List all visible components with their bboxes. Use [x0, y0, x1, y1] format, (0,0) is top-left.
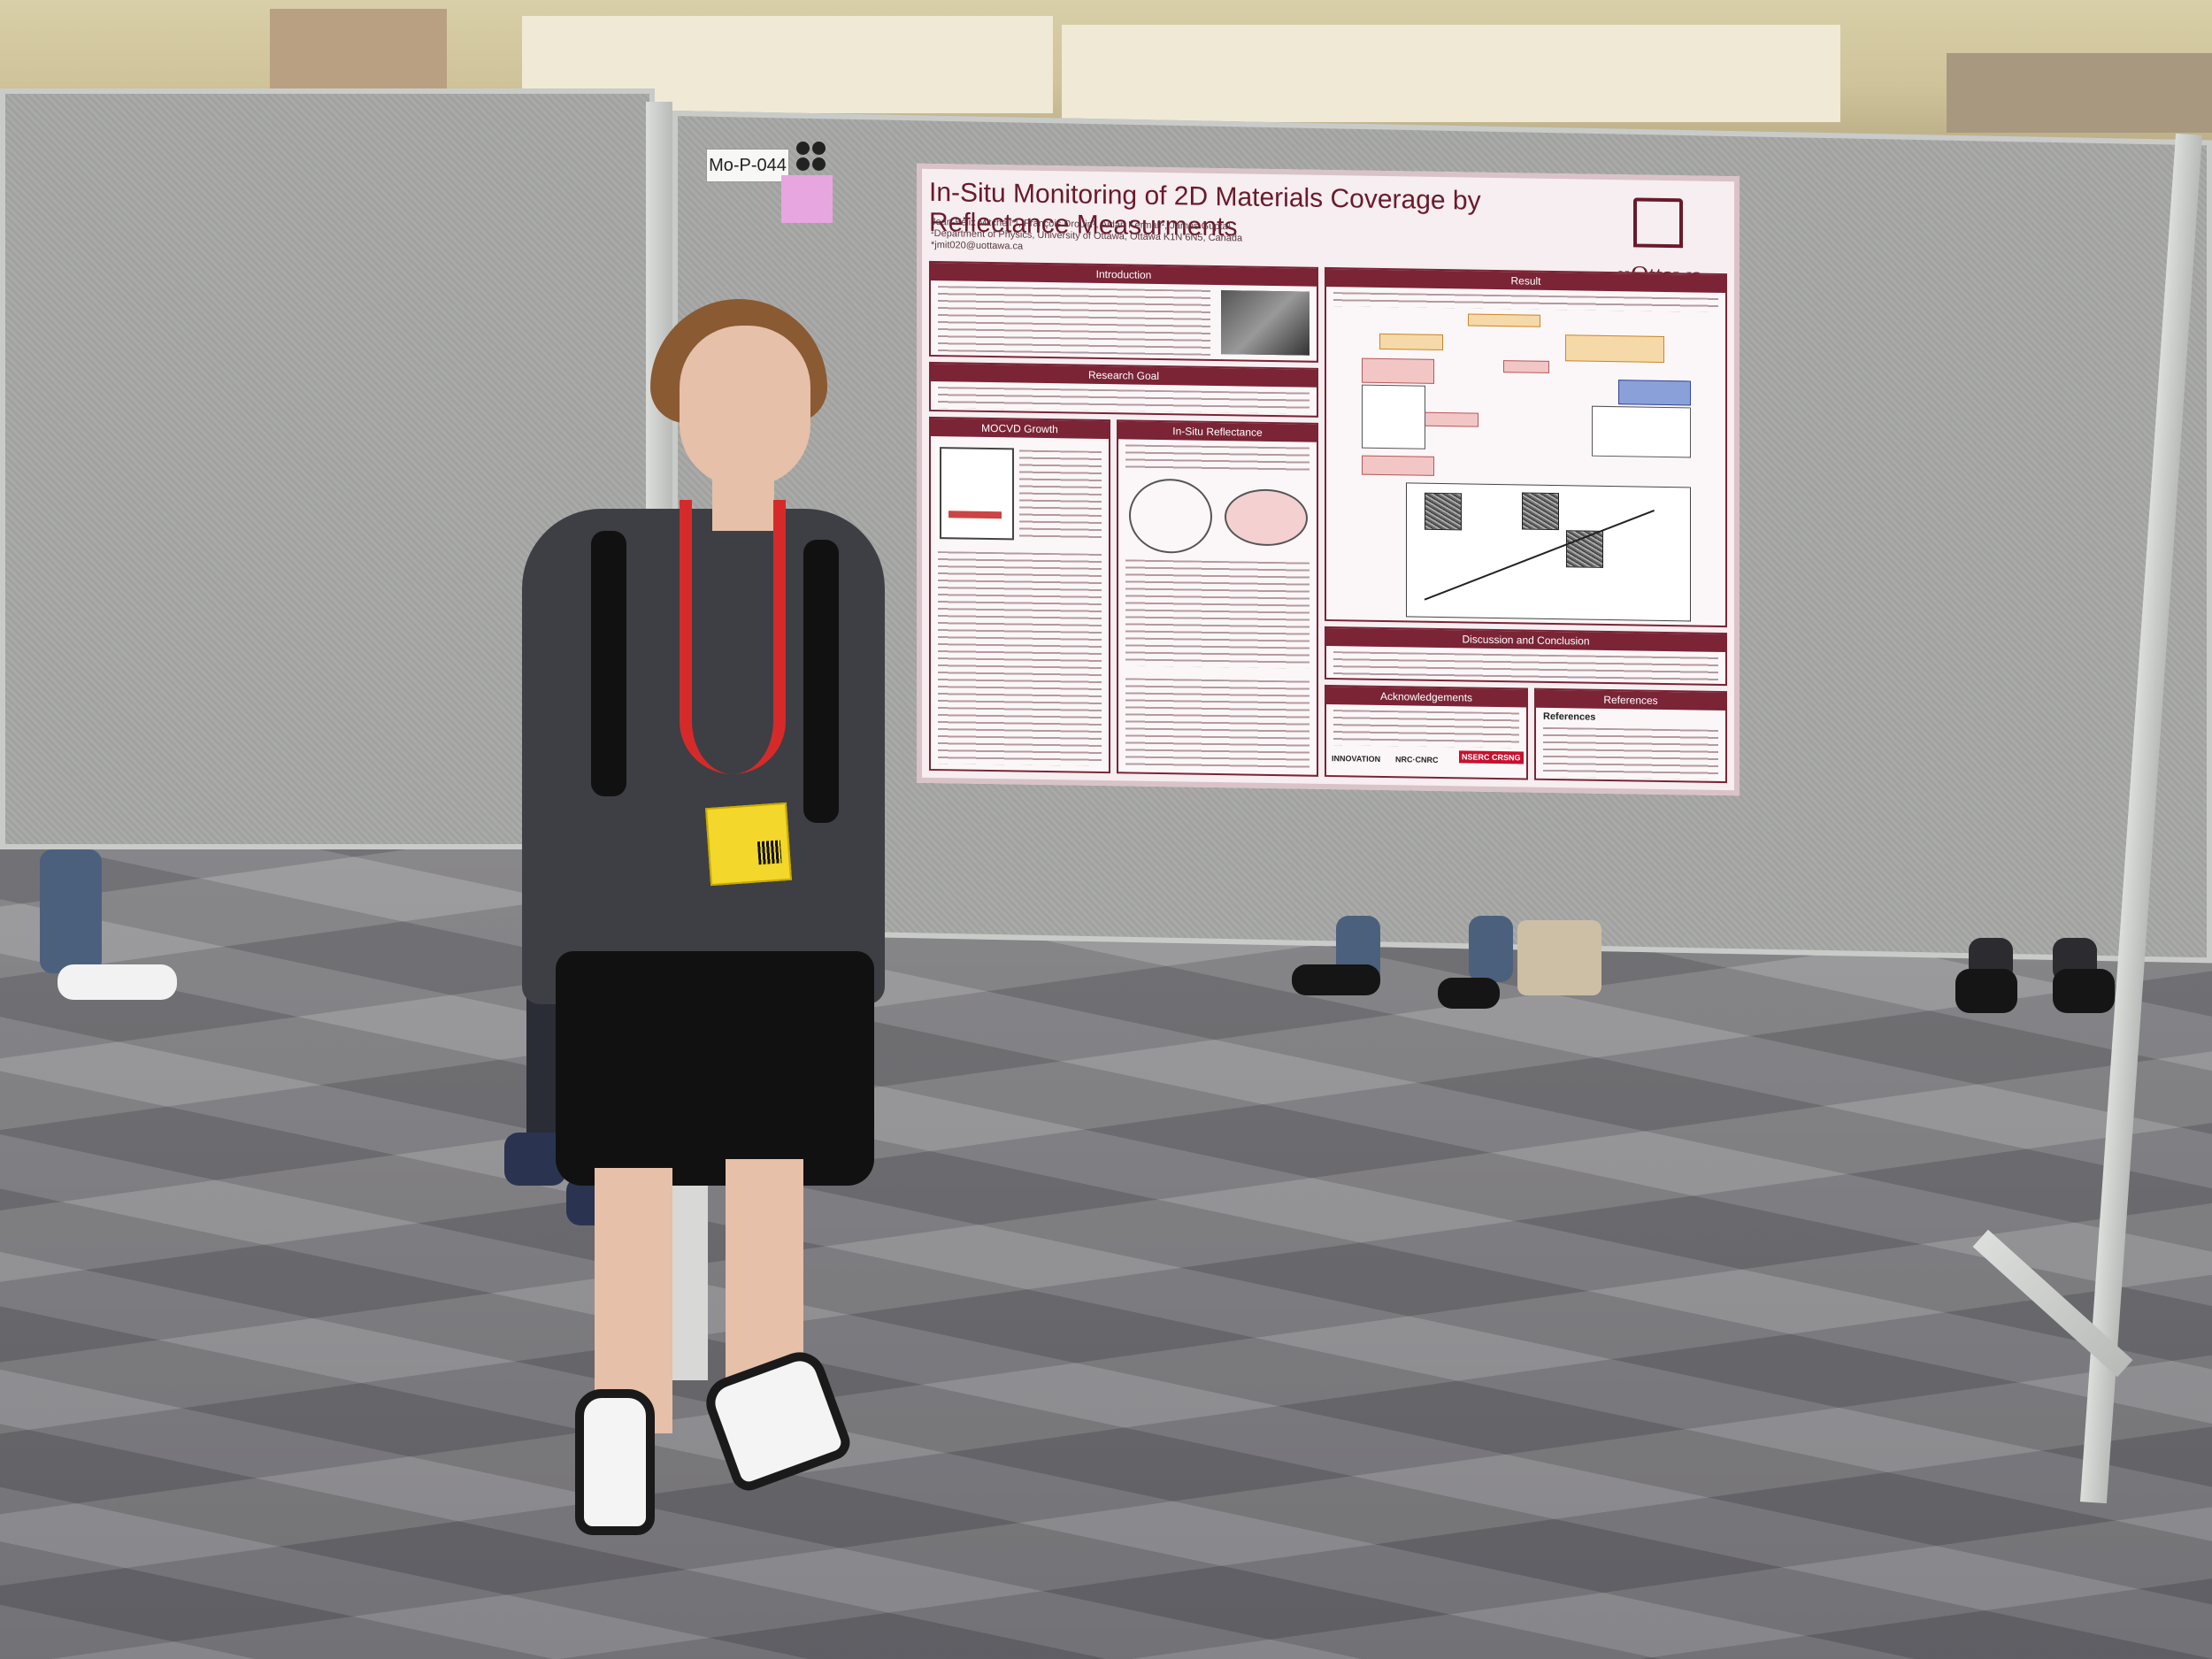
- poster-authors: Jean-Félix Mitchell*¹, François Drouin¹,…: [931, 217, 1373, 258]
- board-number-label: Mo-P-044: [706, 149, 789, 182]
- body-text: [1125, 444, 1310, 474]
- sponsor-logo: INNOVATION: [1332, 754, 1381, 764]
- section-heading: In-Situ Reflectance: [1118, 421, 1317, 442]
- sponsor-logo: NRC·CNRC: [1395, 755, 1439, 764]
- section-mocvd-growth: MOCVD Growth: [929, 416, 1110, 774]
- name-badge: [705, 802, 792, 887]
- carpet-floor: [0, 832, 2212, 1659]
- attendee-leg: [40, 849, 102, 973]
- body-text: [1333, 710, 1519, 749]
- presenter-shorts: [556, 951, 874, 1186]
- backpack-strap: [803, 540, 839, 823]
- wall-panel: [1947, 53, 2212, 133]
- wall-panel: [270, 9, 447, 97]
- red-lanyard: [680, 500, 786, 774]
- university-crest-icon: [1633, 197, 1683, 249]
- body-text: [938, 286, 1210, 356]
- substrate: [949, 511, 1002, 519]
- section-heading: MOCVD Growth: [931, 418, 1109, 440]
- magnet: [812, 142, 826, 155]
- coverage-diagram: [1225, 488, 1308, 547]
- section-heading: Acknowledgements: [1326, 686, 1526, 708]
- qr-code-icon: [757, 840, 782, 865]
- flowchart-box: [1468, 313, 1540, 327]
- research-poster: In-Situ Monitoring of 2D Materials Cover…: [917, 163, 1740, 796]
- flowchart-box: [1362, 455, 1434, 476]
- section-acknowledgements: Acknowledgements INNOVATION NRC·CNRC NSE…: [1325, 684, 1528, 780]
- body-text: [1125, 678, 1310, 770]
- flowchart-plot: [1362, 384, 1425, 449]
- body-text: [1125, 559, 1310, 669]
- sponsor-logo: NSERC CRSNG: [1459, 750, 1524, 764]
- flowchart-box: [1503, 360, 1549, 373]
- attendee-shoe: [1292, 964, 1380, 995]
- section-introduction: Introduction: [929, 260, 1318, 363]
- attendee-shoe: [58, 964, 177, 1000]
- flowchart-box: [1379, 333, 1443, 351]
- body-text: [1333, 292, 1718, 312]
- flowchart-box: [1362, 357, 1434, 384]
- section-heading: Research Goal: [931, 363, 1317, 388]
- attendee-shoe: [1438, 978, 1500, 1009]
- magnet: [796, 142, 810, 155]
- magnet: [812, 157, 826, 171]
- presenter-left-sneaker: [575, 1389, 655, 1535]
- body-text: [938, 551, 1102, 766]
- material-image: [1221, 290, 1310, 356]
- afm-image: [1522, 492, 1559, 531]
- flowchart-box: [1618, 380, 1691, 406]
- body-text: [1543, 726, 1718, 780]
- section-discussion: Discussion and Conclusion: [1325, 626, 1727, 687]
- section-heading: References: [1536, 689, 1725, 711]
- attendee-leg: [1469, 916, 1513, 982]
- section-research-goal: Research Goal: [929, 361, 1318, 418]
- coverage-vs-time-plot: [1406, 482, 1691, 622]
- body-text: [1019, 449, 1102, 540]
- section-references: References References: [1534, 687, 1727, 784]
- section-heading: Result: [1326, 268, 1725, 294]
- backpack-strap: [591, 531, 626, 796]
- flowchart-plot: [1592, 405, 1691, 458]
- section-heading: Introduction: [931, 262, 1317, 287]
- section-in-situ-reflectance: In-Situ Reflectance: [1117, 419, 1318, 777]
- flowchart-box: [1565, 334, 1664, 363]
- presenter-face: [680, 326, 810, 487]
- section-result: Result: [1325, 266, 1727, 628]
- wall-panel: [1062, 25, 1840, 122]
- magnet: [796, 157, 810, 171]
- body-text: [1333, 651, 1718, 682]
- reflectance-diagram: [1129, 478, 1212, 554]
- body-text: [938, 387, 1310, 414]
- attendee-dress: [1517, 920, 1601, 995]
- attendee-shoe: [1955, 969, 2017, 1013]
- sticky-note: [781, 175, 833, 223]
- references-subheading: References: [1543, 710, 1596, 723]
- section-heading: Discussion and Conclusion: [1326, 627, 1725, 653]
- attendee-shoe: [2053, 969, 2115, 1013]
- reactor-diagram: [940, 447, 1014, 541]
- afm-image: [1425, 492, 1462, 531]
